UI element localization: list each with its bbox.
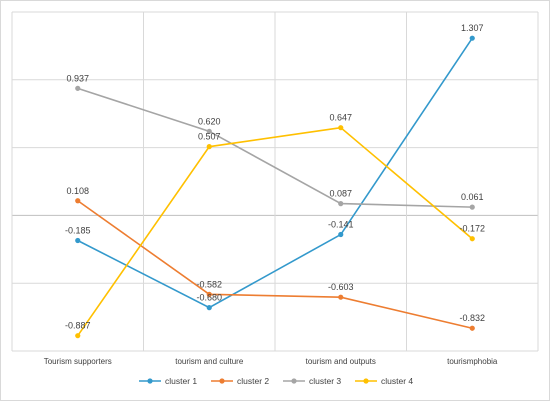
data-label: 0.108 (66, 186, 89, 196)
data-point (338, 201, 344, 207)
data-label: 0.937 (66, 73, 89, 83)
legend-item: cluster 4 (355, 376, 413, 386)
x-tick-layer: Tourism supporters tourism and culture tou… (44, 357, 498, 366)
legend-swatch-marker (363, 378, 369, 384)
series-line-cluster-2 (77, 200, 473, 329)
data-label: -0.172 (459, 224, 485, 234)
series-line-cluster-1 (77, 37, 473, 309)
data-label-layer: -0.185 -0.680 -0.141 1.307 0.108 -0.582 -0.603… (65, 23, 485, 331)
data-point (338, 231, 344, 238)
data-point (75, 333, 81, 339)
data-point (206, 144, 212, 150)
data-label: -0.582 (196, 279, 222, 289)
data-label: 0.061 (461, 192, 484, 202)
x-tick-label: Tourism supporters (44, 357, 112, 366)
legend-item: cluster 3 (283, 376, 341, 386)
legend-item: cluster 1 (139, 376, 197, 386)
legend-item: cluster 2 (211, 376, 269, 386)
legend-label: cluster 2 (237, 376, 269, 386)
data-point (338, 125, 344, 131)
series-line-cluster-3 (77, 87, 473, 208)
data-point (338, 294, 344, 300)
series-layer (75, 35, 475, 339)
data-label: -0.141 (328, 220, 354, 230)
grid-layer (11, 11, 539, 352)
data-label: -0.185 (65, 225, 91, 235)
x-tick-label: tourismphobia (447, 357, 498, 366)
data-point (206, 305, 212, 311)
data-label: 1.307 (461, 23, 484, 33)
data-label: 0.507 (198, 132, 221, 142)
data-label: -0.832 (459, 313, 485, 323)
legend-swatch-marker (147, 378, 153, 384)
legend-swatch-marker (219, 378, 225, 384)
data-label: -0.603 (328, 282, 354, 292)
data-point (75, 85, 81, 91)
legend: cluster 1 cluster 2 cluster 3 cluster 4 (139, 376, 413, 386)
data-point (469, 236, 475, 242)
legend-label: cluster 1 (165, 376, 197, 386)
data-point (206, 128, 212, 134)
x-tick-label: tourism and culture (175, 357, 244, 366)
data-point (75, 237, 81, 244)
x-tick-label: tourism and outputs (306, 357, 376, 366)
data-point (469, 325, 475, 331)
data-label: 0.647 (329, 113, 352, 123)
data-point (469, 204, 475, 210)
data-point (469, 35, 475, 41)
data-label: 0.087 (329, 189, 352, 199)
data-point (75, 198, 81, 204)
data-label: -0.887 (65, 321, 91, 331)
data-label: 0.620 (198, 116, 221, 126)
data-label: -0.680 (196, 293, 222, 303)
data-point (206, 291, 212, 297)
legend-label: cluster 4 (381, 376, 413, 386)
legend-label: cluster 3 (309, 376, 341, 386)
legend-swatch-marker (291, 378, 297, 384)
series-line-cluster-4 (77, 126, 473, 337)
